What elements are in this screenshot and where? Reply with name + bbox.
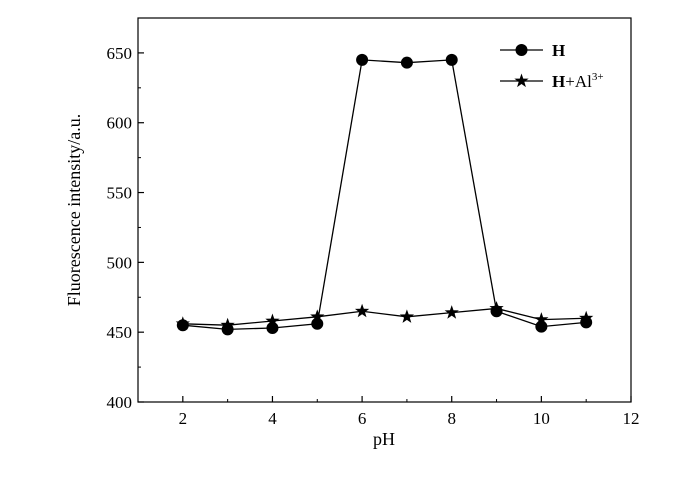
data-point-star (579, 310, 594, 325)
data-point-circle (356, 53, 369, 66)
series-h-al (175, 300, 594, 332)
legend-label-h-al-base: H (552, 72, 565, 91)
x-tick-label: 2 (179, 409, 188, 428)
data-point-star (310, 309, 325, 323)
data-point-star (175, 316, 190, 330)
data-point-star (399, 309, 415, 323)
legend-label-h-al-sup: 3+ (592, 71, 604, 83)
legend-label-h: H (552, 41, 565, 60)
series-line (182, 59, 587, 331)
x-tick-label: 4 (268, 409, 277, 428)
legend-label-h-al: H+Al3+ (552, 71, 604, 91)
data-point-star (354, 303, 370, 318)
data-point-star (220, 317, 235, 332)
axis-ticks: 2 4 6 8 10 12 400 450 500 550 600 650 (107, 44, 640, 428)
legend-circle-marker (515, 44, 528, 56)
series-line (182, 307, 587, 326)
data-point-circle (400, 56, 413, 69)
data-point-star (534, 312, 549, 326)
plot-frame (137, 17, 632, 403)
data-point-star (444, 305, 459, 319)
data-point-circle (580, 316, 593, 329)
series-layer (175, 53, 594, 336)
x-tick-label: 6 (358, 409, 367, 428)
x-tick-label: 12 (623, 409, 640, 428)
data-point-star (489, 300, 504, 315)
y-tick-label: 650 (107, 44, 133, 63)
x-tick-label: 8 (447, 409, 456, 428)
data-point-circle (445, 53, 458, 66)
y-tick-label: 400 (107, 393, 133, 412)
y-axis-label: Fluorescence intensity/a.u. (64, 114, 84, 306)
legend-star-marker (514, 73, 529, 88)
y-tick-label: 450 (107, 323, 133, 342)
x-axis-label: pH (373, 429, 395, 449)
y-tick-label: 550 (107, 184, 133, 203)
legend-label-h-al-plus: +Al (565, 72, 592, 91)
x-tick-label: 10 (533, 409, 550, 428)
y-tick-label: 600 (107, 114, 133, 133)
y-tick-label: 500 (107, 253, 133, 272)
legend: H H+Al3+ (500, 41, 604, 91)
data-point-circle (221, 323, 234, 336)
series-h (176, 53, 593, 336)
data-point-star (265, 313, 280, 328)
